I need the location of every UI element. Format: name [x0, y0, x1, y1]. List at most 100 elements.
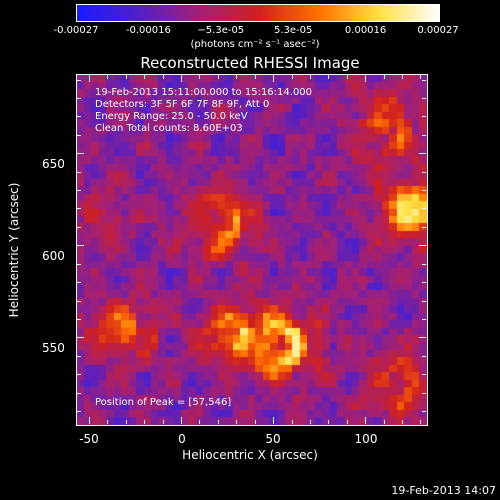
- x-tick-label: 100: [354, 432, 378, 446]
- axis-tick: [309, 75, 311, 79]
- axis-tick: [107, 420, 109, 424]
- heatmap-canvas: [77, 75, 427, 425]
- axis-tick: [383, 420, 385, 424]
- x-tick-label: -50: [79, 432, 99, 446]
- axis-tick: [273, 75, 275, 82]
- axis-tick: [88, 75, 90, 82]
- axis-tick: [77, 374, 81, 376]
- axis-tick: [273, 417, 275, 424]
- axis-tick: [309, 420, 311, 424]
- axis-tick: [422, 97, 426, 99]
- axis-tick: [88, 417, 90, 424]
- axis-tick: [346, 75, 348, 79]
- axis-tick: [422, 411, 426, 413]
- axis-tick: [422, 134, 426, 136]
- axis-tick: [217, 75, 219, 79]
- y-tick-label: 550: [42, 341, 65, 355]
- colorbar-tick-label: 5.3e-05: [273, 25, 313, 36]
- timestamp: 19-Feb-2013 14:07: [391, 484, 496, 497]
- axis-tick: [422, 190, 426, 192]
- axis-tick: [144, 420, 146, 424]
- axis-tick: [236, 420, 238, 424]
- axis-tick: [422, 226, 426, 228]
- info-clean-counts: Clean Total counts: 8.60E+03: [95, 123, 243, 134]
- colorbar: [76, 4, 440, 22]
- axis-tick: [422, 116, 426, 118]
- axis-tick: [422, 208, 426, 210]
- axis-tick: [77, 208, 81, 210]
- axis-tick: [125, 75, 127, 79]
- axis-tick: [291, 75, 293, 79]
- axis-tick: [328, 420, 330, 424]
- colorbar-tick-label: 0.00016: [344, 25, 387, 36]
- axis-tick: [422, 392, 426, 394]
- y-tick-label: 650: [42, 157, 65, 171]
- axis-tick: [422, 263, 426, 265]
- axis-tick: [419, 337, 426, 339]
- axis-tick: [199, 75, 201, 79]
- axis-tick: [162, 420, 164, 424]
- colorbar-tick-label: −5.3e-05: [197, 25, 245, 36]
- axis-tick: [254, 420, 256, 424]
- axis-tick: [422, 300, 426, 302]
- axis-tick: [77, 97, 81, 99]
- axis-tick: [365, 75, 367, 82]
- colorbar-unit-label: (photons cm⁻² s⁻¹ asec⁻²): [190, 39, 320, 50]
- axis-tick: [77, 134, 81, 136]
- axis-tick: [236, 75, 238, 79]
- axis-tick: [77, 355, 81, 357]
- axis-tick: [217, 420, 219, 424]
- axis-tick: [420, 420, 422, 424]
- axis-tick: [77, 300, 81, 302]
- axis-tick: [162, 75, 164, 79]
- axis-tick: [181, 75, 182, 82]
- axis-tick: [254, 75, 256, 79]
- axis-tick: [422, 282, 426, 284]
- plot-title: Reconstructed RHESSI Image: [140, 54, 360, 72]
- axis-tick: [77, 79, 81, 81]
- axis-tick: [383, 75, 385, 79]
- axis-tick: [328, 75, 330, 79]
- axis-tick: [77, 263, 81, 265]
- axis-tick: [199, 420, 201, 424]
- axis-tick: [291, 420, 293, 424]
- colorbar-tick-label: -0.00016: [125, 25, 171, 36]
- axis-tick: [422, 79, 426, 81]
- axis-tick: [77, 171, 81, 173]
- axis-tick: [77, 116, 81, 118]
- axis-tick: [77, 411, 81, 413]
- colorbar-tick-label: 0.00027: [417, 25, 459, 36]
- axis-tick: [77, 319, 81, 320]
- axis-tick: [77, 337, 84, 339]
- axis-tick: [125, 420, 127, 424]
- axis-tick: [77, 282, 81, 284]
- axis-tick: [422, 319, 426, 320]
- peak-position-label: Position of Peak = [57,546]: [95, 397, 232, 408]
- axis-tick: [181, 417, 182, 424]
- y-axis-label: Heliocentric Y (arcsec): [7, 182, 21, 318]
- x-axis-label: Heliocentric X (arcsec): [182, 448, 318, 462]
- axis-tick: [77, 392, 81, 394]
- axis-tick: [346, 420, 348, 424]
- axis-tick: [77, 226, 81, 228]
- axis-tick: [422, 171, 426, 173]
- axis-tick: [422, 355, 426, 357]
- axis-tick: [402, 75, 404, 79]
- x-tick-label: 0: [178, 432, 186, 446]
- y-tick-label: 600: [42, 249, 65, 263]
- axis-tick: [77, 190, 81, 192]
- axis-tick: [420, 75, 422, 79]
- colorbar-tick-label: -0.00027: [53, 25, 99, 36]
- axis-tick: [402, 420, 404, 424]
- axis-tick: [365, 417, 367, 424]
- axis-tick: [422, 374, 426, 376]
- info-detectors: Detectors: 3F 5F 6F 7F 8F 9F, Att 0: [95, 99, 270, 110]
- axis-tick: [77, 153, 84, 155]
- info-time-range: 19-Feb-2013 15:11:00.000 to 15:16:14.000: [95, 87, 313, 98]
- axis-tick: [419, 153, 426, 155]
- x-tick-label: 50: [265, 432, 281, 446]
- axis-tick: [144, 75, 146, 79]
- info-energy-range: Energy Range: 25.0 - 50.0 keV: [95, 111, 248, 122]
- axis-tick: [77, 245, 84, 247]
- axis-tick: [419, 245, 426, 247]
